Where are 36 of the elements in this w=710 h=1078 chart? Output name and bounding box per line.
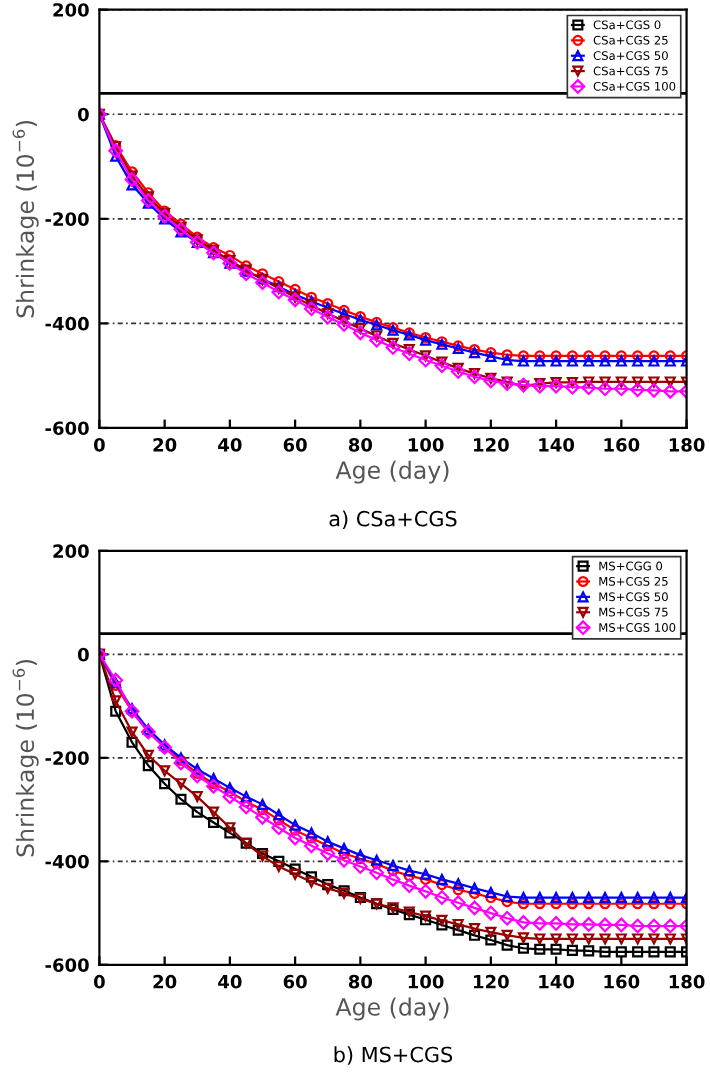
x-tick-label: 40 <box>218 438 242 452</box>
x-tick-label: 0 <box>93 438 105 452</box>
x-axis-title: Age (day) <box>335 460 449 484</box>
x-tick-label: 60 <box>283 438 307 452</box>
y-axis-title: Shrinkage (10$^{−6}$) <box>12 659 39 857</box>
y-axis-title: Shrinkage (10$^{−6}$) <box>12 120 39 318</box>
y-tick-label: -200 <box>45 751 89 765</box>
y-tick-label: 200 <box>53 3 89 17</box>
x-axis-title: Age (day) <box>335 997 449 1021</box>
x-tick-label: 80 <box>348 974 373 989</box>
y-tick-label: 0 <box>77 647 89 662</box>
x-tick-label: 160 <box>604 974 640 989</box>
x-tick-label: 140 <box>539 974 575 989</box>
y-tick-label: -600 <box>45 421 89 436</box>
x-tick-label: 60 <box>283 974 307 989</box>
y-tick-label: -400 <box>45 854 89 869</box>
y-tick-label: 0 <box>77 107 89 122</box>
x-tick-label: 120 <box>474 438 509 452</box>
x-tick-label: 80 <box>348 438 373 452</box>
x-tick-label: 0 <box>93 974 105 989</box>
x-tick-label: 40 <box>218 974 242 989</box>
x-tick-label: 160 <box>604 438 640 452</box>
y-tick-label: -200 <box>45 212 89 226</box>
x-tick-label: 20 <box>153 974 177 989</box>
y-tick-label: -600 <box>45 958 89 972</box>
x-tick-label: 180 <box>669 974 705 989</box>
x-tick-label: 140 <box>539 438 575 452</box>
y-tick-label: 200 <box>53 544 89 558</box>
x-tick-label: 100 <box>408 438 444 452</box>
x-tick-label: 20 <box>153 438 177 452</box>
y-tick-label: -400 <box>45 316 89 331</box>
x-tick-label: 180 <box>669 438 705 452</box>
x-tick-label: 100 <box>408 974 444 989</box>
x-tick-label: 120 <box>474 974 509 989</box>
text: b) MS+CGS <box>334 1046 453 1065</box>
text: a) CSa+CGS <box>329 510 457 530</box>
